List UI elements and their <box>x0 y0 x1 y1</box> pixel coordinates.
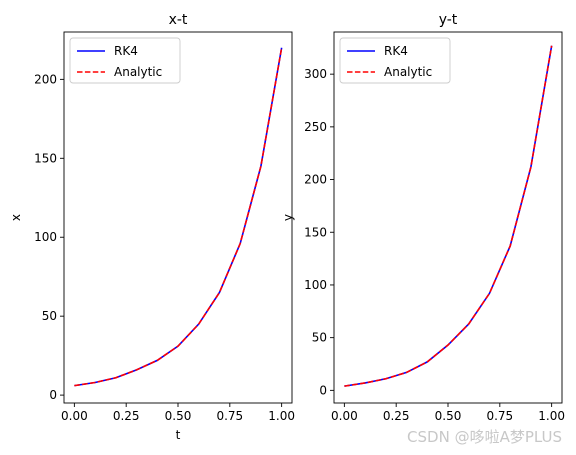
y-tick-label: 300 <box>304 67 327 81</box>
series-line-rk4 <box>74 47 283 387</box>
y-axis-label: y <box>281 214 295 221</box>
x-tick-label: 0.00 <box>61 409 88 423</box>
x-tick-label: 0.00 <box>331 409 358 423</box>
x-axis-label: t <box>176 428 181 442</box>
series-line-analytic <box>344 45 553 387</box>
x-tick-label: 0.75 <box>486 409 513 423</box>
legend-label-rk4: RK4 <box>384 44 408 58</box>
y-tick-label: 250 <box>304 120 327 134</box>
axes-frame <box>333 31 563 404</box>
y-tick-label: 0 <box>49 388 57 402</box>
y-tick-label: 100 <box>304 278 327 292</box>
y-tick-label: 100 <box>34 230 57 244</box>
axes-frame <box>63 31 293 404</box>
watermark: CSDN @哆啦A梦PLUS <box>407 428 562 446</box>
x-tick-label: 0.75 <box>216 409 243 423</box>
x-tick-label: 0.50 <box>435 409 462 423</box>
y-tick-label: 200 <box>34 72 57 86</box>
legend: RK4 Analytic <box>69 37 181 84</box>
subplot-title: y-t <box>439 12 458 28</box>
x-tick-label: 0.25 <box>383 409 410 423</box>
y-tick-label: 0 <box>319 383 327 397</box>
subplot-xt: 0.00 0.25 0.50 0.75 1.00 0 50 100 150 200 x-t t x RK4… <box>9 12 295 442</box>
y-tick-label: 150 <box>304 225 327 239</box>
x-tick-label: 1.00 <box>268 409 295 423</box>
legend-label-analytic: Analytic <box>114 65 162 79</box>
subplot-yt: 0.00 0.25 0.50 0.75 1.00 0 50 100 150 200 250 300 y-… <box>281 12 565 423</box>
y-tick-label: 200 <box>304 173 327 187</box>
legend-label-analytic: Analytic <box>384 65 432 79</box>
x-tick-label: 1.00 <box>538 409 565 423</box>
series-line-analytic <box>74 47 283 387</box>
x-tick-label: 0.25 <box>113 409 140 423</box>
series-line-rk4 <box>344 45 553 387</box>
y-tick-label: 50 <box>42 309 57 323</box>
y-tick-label: 150 <box>34 151 57 165</box>
x-tick-label: 0.50 <box>165 409 192 423</box>
legend-label-rk4: RK4 <box>114 44 138 58</box>
subplot-title: x-t <box>169 12 188 28</box>
y-tick-label: 50 <box>312 331 327 345</box>
legend: RK4 Analytic <box>339 37 451 84</box>
y-axis-label: x <box>9 214 23 221</box>
